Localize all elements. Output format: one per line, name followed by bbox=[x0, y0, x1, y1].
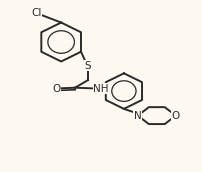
Text: S: S bbox=[85, 61, 91, 71]
Text: O: O bbox=[171, 111, 180, 121]
Text: N: N bbox=[134, 111, 142, 121]
Text: O: O bbox=[52, 84, 60, 94]
Text: NH: NH bbox=[93, 84, 109, 94]
Text: Cl: Cl bbox=[31, 8, 41, 18]
